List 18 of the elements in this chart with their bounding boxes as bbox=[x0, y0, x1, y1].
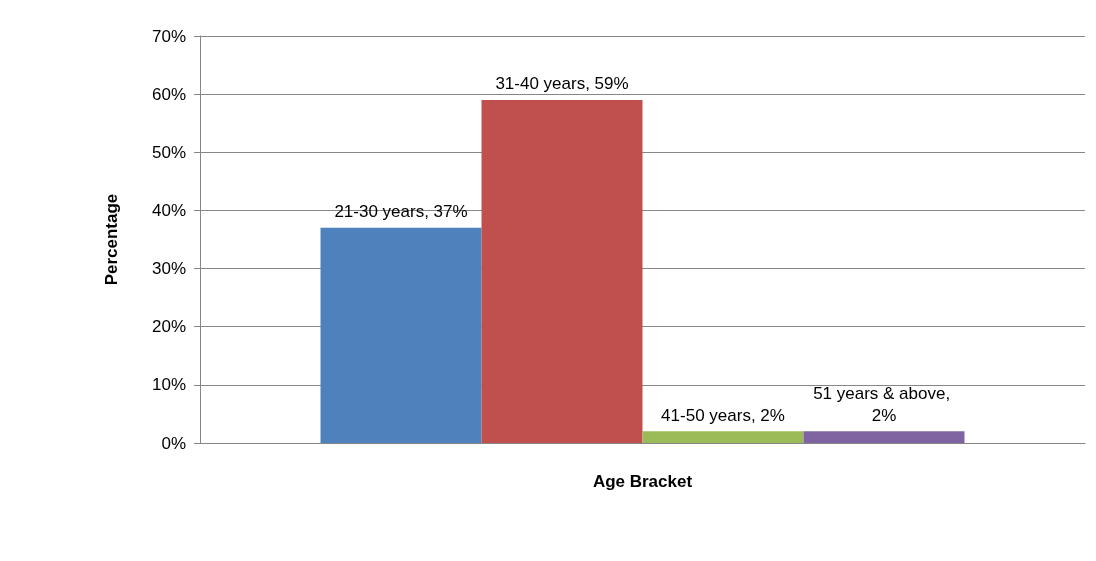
x-axis-title: Age Bracket bbox=[592, 472, 693, 491]
bar bbox=[481, 99, 643, 443]
bar bbox=[320, 227, 482, 443]
y-tick-label: 50% bbox=[151, 142, 186, 162]
data-label: 31-40 years, 59% bbox=[495, 74, 629, 94]
bar bbox=[642, 431, 804, 443]
y-tick-label: 40% bbox=[151, 200, 186, 220]
y-tick-label: 10% bbox=[151, 375, 186, 395]
bar bbox=[803, 431, 965, 443]
y-tick-label: 0% bbox=[161, 433, 186, 453]
data-label: 21-30 years, 37% bbox=[334, 202, 468, 222]
data-label: 51 years & above, 2% bbox=[813, 383, 955, 425]
y-tick-label: 60% bbox=[151, 84, 186, 104]
y-tick-label: 70% bbox=[151, 26, 186, 46]
y-tick-label: 20% bbox=[151, 317, 186, 337]
data-label: 41-50 years, 2% bbox=[661, 405, 785, 425]
y-axis-title: Percentage bbox=[102, 193, 121, 286]
y-tick-label: 30% bbox=[151, 259, 186, 279]
